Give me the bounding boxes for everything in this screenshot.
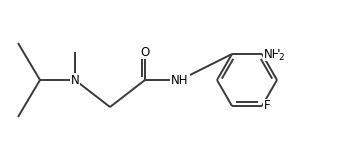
Text: 2: 2 — [278, 53, 284, 61]
Text: NH: NH — [264, 48, 282, 60]
Text: O: O — [140, 45, 150, 59]
Text: N: N — [71, 74, 79, 86]
Text: NH: NH — [171, 74, 189, 86]
Text: F: F — [264, 100, 271, 112]
